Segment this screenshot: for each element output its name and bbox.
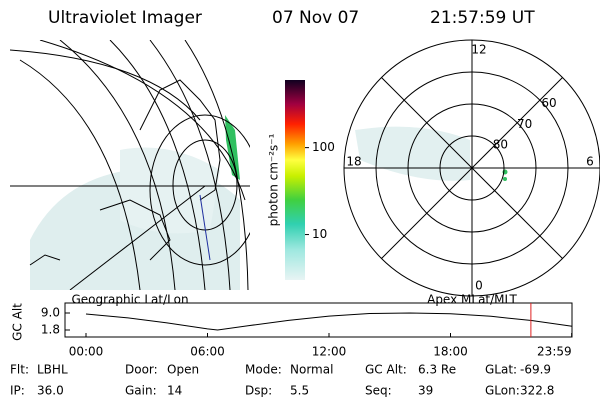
- info-label: Dsp:: [245, 384, 272, 398]
- info-value: 36.0: [37, 384, 64, 398]
- info-value: Normal: [290, 363, 333, 377]
- info-label: Mode:: [245, 363, 282, 377]
- mlt-label: 0: [475, 279, 483, 293]
- info-label: Flt:: [10, 363, 29, 377]
- info-value: 322.8: [520, 384, 554, 398]
- x-tick-label: 18:00: [433, 345, 468, 359]
- geo-label: Geographic Lat/Lon: [71, 293, 188, 307]
- info-value: 39: [418, 384, 433, 398]
- y-tick-label: 1.8: [41, 323, 60, 337]
- colorbar-tick-label: 100: [312, 140, 335, 154]
- info-label: GC Alt:: [365, 363, 407, 377]
- info-value: LBHL: [37, 363, 68, 377]
- altitude-frame: [64, 302, 573, 338]
- info-label: GLon:: [485, 384, 520, 398]
- time: 21:57:59 UT: [430, 8, 535, 28]
- mlat-label: 60: [541, 96, 556, 110]
- info-label: GLat:: [485, 363, 517, 377]
- x-tick-label: 12:00: [312, 345, 347, 359]
- mlat-ring: [439, 135, 505, 201]
- altitude-line: [85, 312, 573, 331]
- info-value: 14: [167, 384, 182, 398]
- mlat-label: 80: [493, 138, 508, 152]
- mlat-label: 70: [517, 117, 532, 131]
- date: 07 Nov 07: [272, 8, 359, 28]
- title: Ultraviolet Imager: [48, 8, 202, 28]
- info-label: IP:: [10, 384, 25, 398]
- x-tick-label: 06:00: [190, 345, 225, 359]
- info-value: 6.3 Re: [418, 363, 456, 377]
- polar-plot: [355, 126, 508, 181]
- mlat-ring: [407, 103, 537, 233]
- info-label: Door:: [125, 363, 158, 377]
- x-tick-label: 23:59: [537, 345, 572, 359]
- mlt-label: 18: [346, 155, 361, 169]
- colorbar-tick-label: 10: [312, 227, 327, 241]
- info-label: Seq:: [365, 384, 392, 398]
- mlt-label: 6: [586, 155, 594, 169]
- info-label: Gain:: [125, 384, 157, 398]
- colorbar: [285, 80, 305, 280]
- info-value: -69.9: [520, 363, 551, 377]
- x-tick-label: 00:00: [69, 345, 104, 359]
- geo-map: [10, 40, 250, 290]
- mlt-label: 12: [471, 43, 486, 57]
- y-tick-label: 9.0: [41, 306, 60, 320]
- colorbar-label: photon cm⁻²s⁻¹: [267, 133, 281, 226]
- mlat-ring: [375, 71, 569, 265]
- info-value: Open: [167, 363, 199, 377]
- info-value: 5.5: [290, 384, 309, 398]
- altitude-ylabel: GC Alt: [11, 303, 25, 341]
